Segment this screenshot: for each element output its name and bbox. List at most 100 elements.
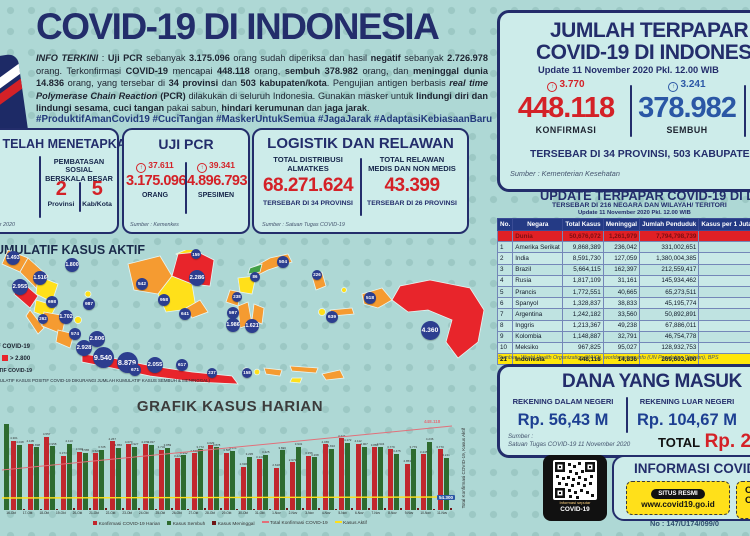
divider <box>39 156 41 218</box>
call-center-box[interactable]: CALL ✆ CENTER <box>736 481 750 519</box>
bar-kasus-sembuh: 3.425 <box>262 450 270 510</box>
bar-kasus-meninggal <box>334 508 337 510</box>
world-title: UPDATE TERPAPAR COVID-19 DI DUNIA <box>540 188 750 203</box>
situs-url[interactable]: www.covid19.go.id <box>641 500 715 509</box>
world-table-row: 6 Spanyol 1,328,837 38,833 45,195,774 <box>496 297 750 310</box>
bar-group: 3.880 3.934 <box>371 424 386 510</box>
legend-swatch <box>167 521 172 525</box>
map-bubble: 2.286 <box>189 270 205 286</box>
bar-kasus-meninggal <box>449 508 452 510</box>
divider <box>360 158 362 216</box>
bar-kasus-sembuh: 3.898 <box>33 443 40 510</box>
world-subtitle: TERSEBAR DI 216 NEGARA DAN WILAYAH/ TERI… <box>552 202 727 209</box>
bar-kasus-meninggal <box>203 508 206 510</box>
bar-group: 2.696 3.295 <box>240 424 255 510</box>
chart-legend-item: Kasus Aktif <box>334 521 367 527</box>
bar-group: 4.301 4.048 <box>10 424 26 510</box>
bar-group: 2.973 3.931 <box>289 424 305 510</box>
bar-kasus-meninggal <box>416 508 419 510</box>
summary-title-2: COVID-19 DI INDONESIA <box>536 41 750 64</box>
date-tick: 6-Nov <box>354 511 364 515</box>
date-tick: 21-Okt <box>89 511 99 515</box>
chart-date-axis: 16-Okt 17-Okt 18-Okt 19-Okt 20-Okt 21-Okt 22-O… <box>4 511 456 515</box>
box-telah-menetapkan: YANG TELAH MENETAPKAN SATGAS PENANGANAN … <box>0 128 135 234</box>
world-table: No. Negara Total Kasus Meninggal Jumlah Pend… <box>496 218 750 366</box>
bar-kasus-meninggal <box>154 508 157 510</box>
summary-title-1: JUMLAH TERPAPAR <box>550 19 749 42</box>
date-tick: 18-Okt <box>39 511 50 515</box>
bar-konfirmasi-covid-19-harian: 3.520 <box>92 449 100 510</box>
bar-kasus-meninggal <box>39 508 42 510</box>
pcr-spesimen: 39.341 4.896.793 SPESIMEN <box>187 160 248 199</box>
info-title: INFORMASI COVID-19 <box>634 461 750 476</box>
bar-kasus-sembuh: 3.931 <box>295 442 302 510</box>
world-table-row: 3 Brazil 5,664,115 162,397 212,559,417 <box>496 263 750 276</box>
bar-group: 2.853 3.779 <box>404 424 419 510</box>
bar-konfirmasi-covid-19-harian: 4.065 <box>322 440 329 510</box>
map-bubble: 641 <box>179 308 191 320</box>
bar-kasus-meninggal <box>285 508 288 510</box>
map-bubble: 9.540 <box>92 346 114 368</box>
bar-kasus-sembuh: 3.772 <box>196 445 204 510</box>
dana-dalam-negeri: REKENING DALAM NEGERI Rp. 56,43 M <box>512 397 614 429</box>
date-tick: 10-Nov <box>420 511 431 515</box>
bar-kasus-sembuh: 3.958 <box>49 442 56 510</box>
bar-kasus-meninggal <box>351 508 354 510</box>
bar-kasus-sembuh: 3.268 <box>311 453 319 510</box>
map-bubble: 2.955 <box>12 279 28 295</box>
bar-konfirmasi-covid-19-harian: 4.029 <box>207 441 214 510</box>
world-table-row: Dunia 50,676,072 1,261,979 7,794,798,739 <box>496 229 750 243</box>
situs-resmi-label: SITUS RESMI <box>651 488 705 499</box>
world-table-row: 7 Argentina 1,242,182 33,560 50,892,891 <box>496 308 750 321</box>
bar-kasus-meninggal <box>252 508 255 510</box>
map-bubble: 2.928 <box>76 340 92 356</box>
bar-kasus-meninggal <box>269 508 272 510</box>
logistik-relawan: TOTAL RELAWAN MEDIS DAN NON MEDIS 43.399… <box>367 155 457 208</box>
bar-kasus-sembuh: 4.048 <box>16 440 24 510</box>
world-table-wrap: No. Negara Total Kasus Meninggal Jumlah Pend… <box>496 218 750 366</box>
map-legend-note: (JUMLAH KUMULATIF KASUS POSITIF COVID-19… <box>0 378 210 383</box>
bar-konfirmasi-covid-19-harian: 4.112 <box>354 439 362 510</box>
date-tick: 30-Okt <box>238 511 248 515</box>
divider <box>626 397 628 433</box>
legend-swatch <box>334 521 342 523</box>
date-tick: 28-Okt <box>205 511 215 515</box>
date-tick: 22-Okt <box>105 511 116 515</box>
map-bubble: 2.806 <box>89 331 105 347</box>
box-source: Sumber : Kemenkes <box>130 222 179 228</box>
summary-spread: TERSEBAR DI 34 PROVINSI, 503 KABUPATEN/K… <box>530 149 750 160</box>
daily-chart-title: GRAFIK KASUS HARIAN <box>136 398 324 415</box>
map-legend-red: > 2.800 <box>2 355 30 362</box>
map-legend-title: KASUS AKTIF COVID-19 <box>0 344 30 350</box>
bar-kasus-sembuh: 3.392 <box>180 451 188 510</box>
map-bubble: 2.055 <box>147 357 163 373</box>
world-update: Update 11 November 2020 Pkl. 12.00 WIB <box>578 210 691 216</box>
map-bubble: 639 <box>326 311 338 323</box>
world-col-header: Kasus per 1 Juta Penduduk <box>698 218 750 231</box>
world-table-row: 5 Prancis 1,772,551 40,665 65,273,511 <box>496 285 750 299</box>
map-bubble: 1.516 <box>33 271 47 285</box>
dana-luar-negeri: REKENING LUAR NEGERI Rp. 104,67 M <box>637 397 737 429</box>
qr-block: Informasi seputar COVID-19 <box>543 455 607 521</box>
world-col-header: Total Kasus <box>562 218 604 231</box>
bar-kasus-meninggal <box>318 508 321 510</box>
divider <box>630 85 632 137</box>
situs-resmi-box[interactable]: SITUS RESMI www.covid19.go.id <box>626 481 730 515</box>
call-line2: CENTER <box>745 494 750 506</box>
map-bubble: 698 <box>46 296 58 308</box>
bar-kasus-meninggal <box>302 508 305 510</box>
date-tick: 9-Nov <box>404 511 414 515</box>
map-bubble: 4.360 <box>420 320 440 340</box>
bar-kasus-meninggal <box>187 508 190 510</box>
bar-konfirmasi-covid-19-harian: 3.373 <box>59 451 67 510</box>
bar-kasus-meninggal <box>236 508 239 510</box>
bar-kasus-sembuh: 3.878 <box>213 443 220 510</box>
bar-konfirmasi-covid-19-harian: 2.973 <box>289 458 296 510</box>
bar-kasus-sembuh: 4.172 <box>344 438 351 510</box>
info-covid-panel: INFORMASI COVID-19 SITUS RESMI www.covid… <box>612 455 750 521</box>
dana-source: Sumber : Satuan Tugas COVID-19 11 Novemb… <box>508 433 631 448</box>
stat-konfirmasi: 3.770 448.118 KONFIRMASI <box>506 79 626 135</box>
bar-kasus-meninggal <box>220 508 223 510</box>
chart-legend-item: Kasus Sembuh <box>167 521 205 527</box>
box-source: Sumber : Satuan Tugas COVID-19, 9 Novemb… <box>0 222 15 228</box>
